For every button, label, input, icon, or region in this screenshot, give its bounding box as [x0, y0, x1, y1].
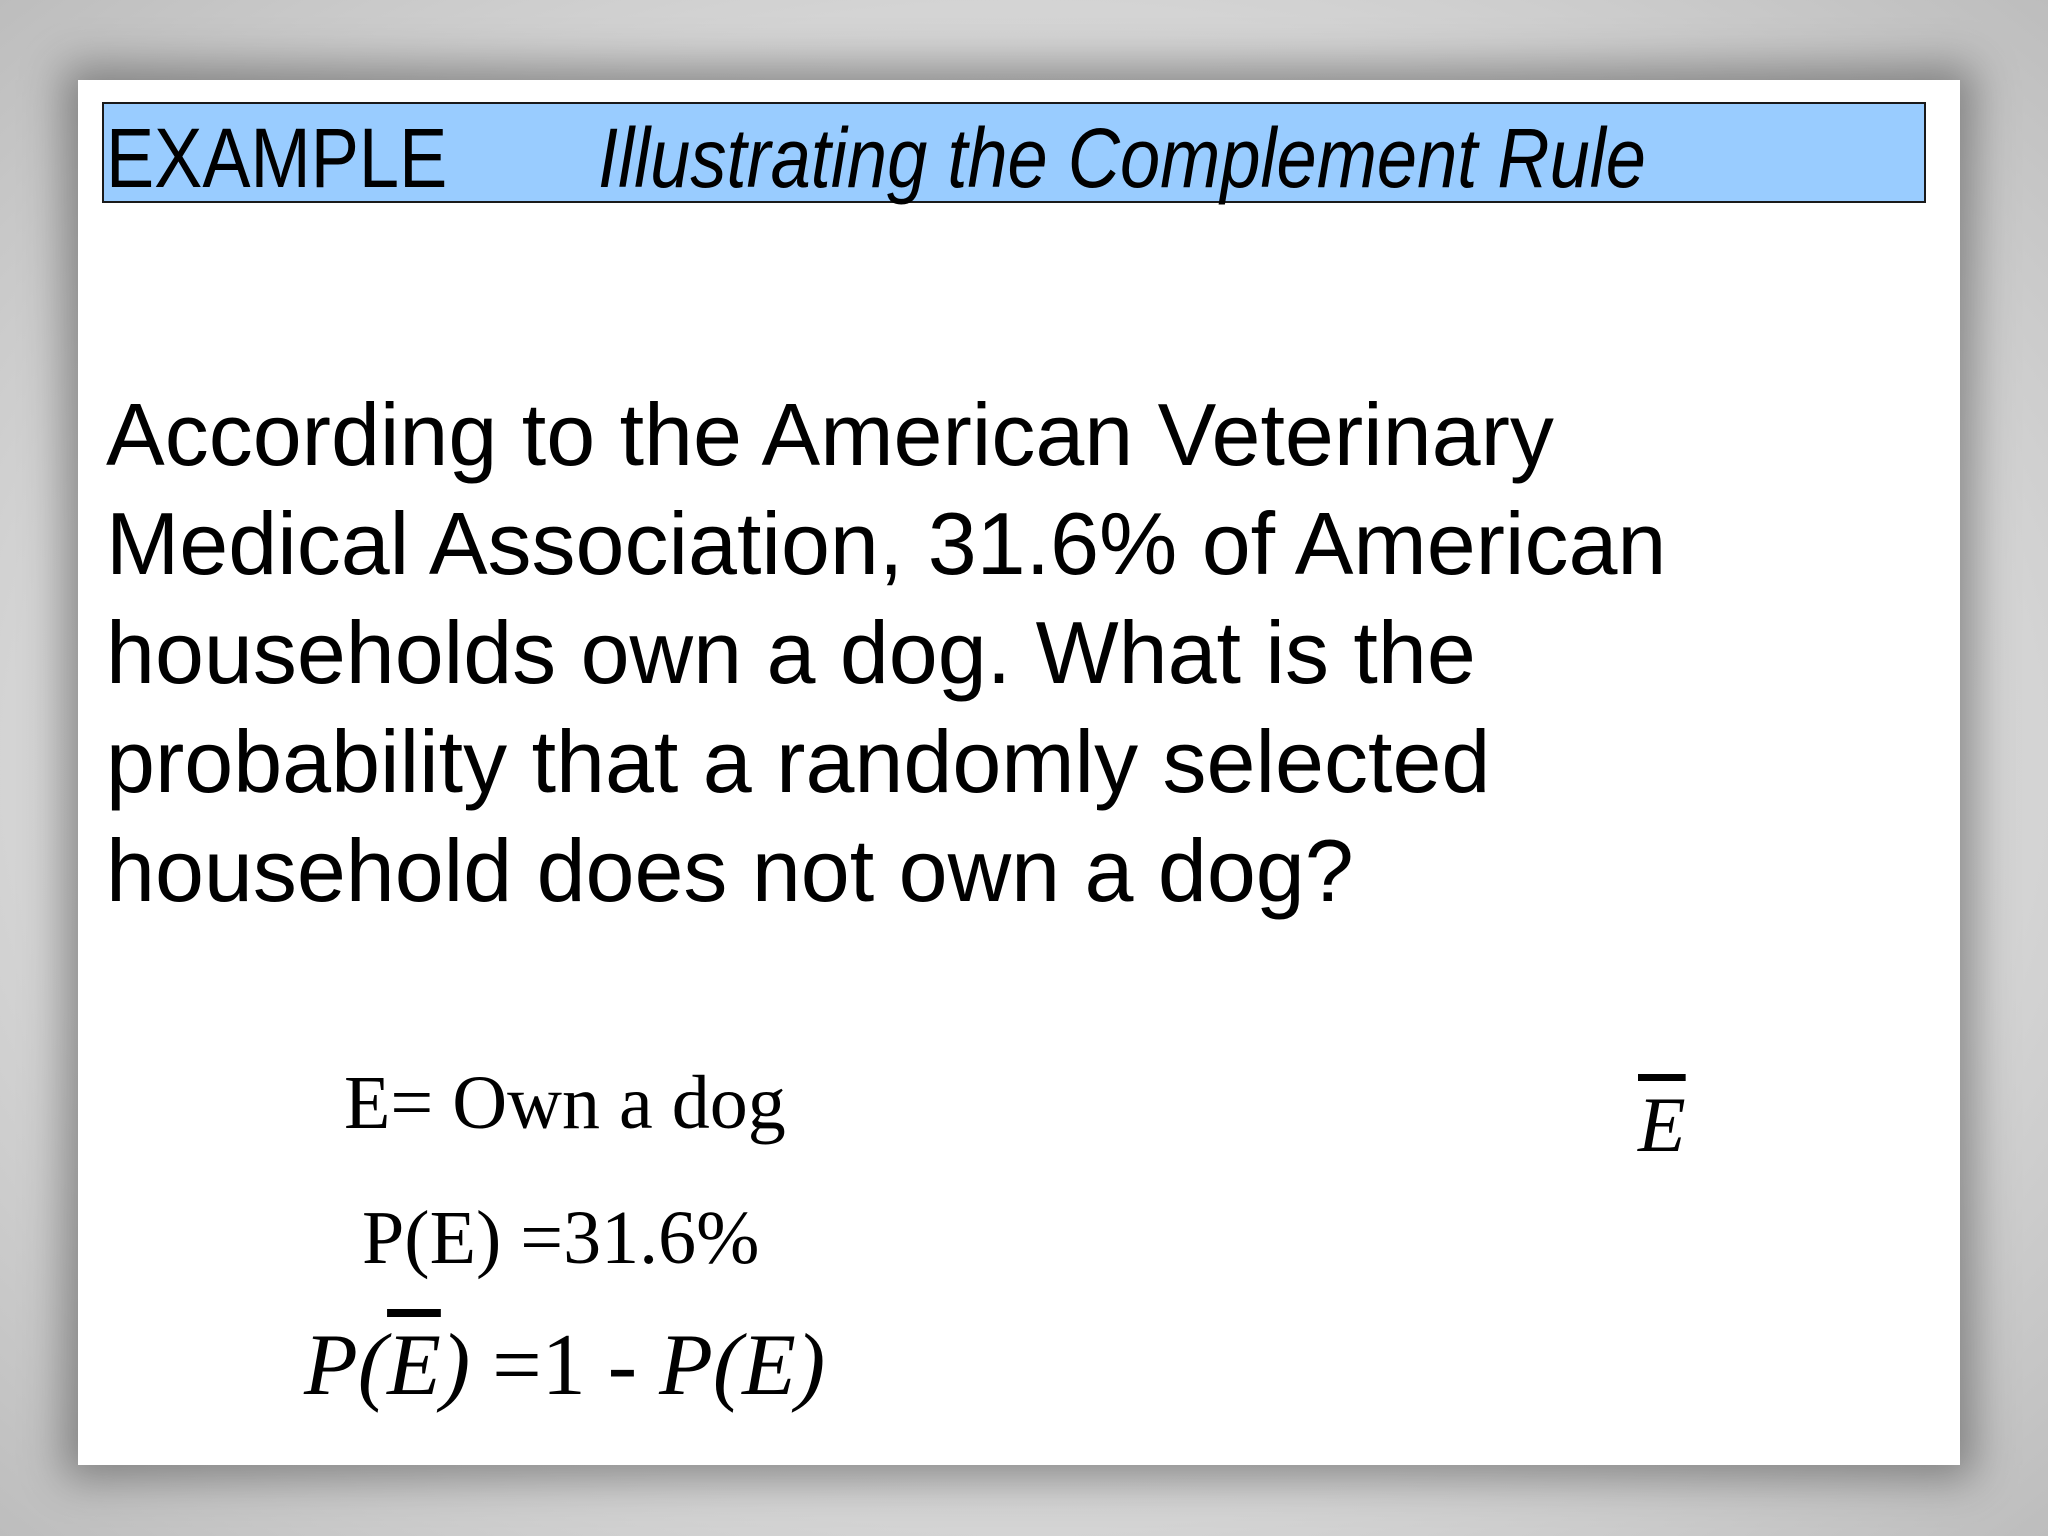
rule-rhs: P(E): [659, 1317, 826, 1414]
slide: EXAMPLE Illustrating the Complement Rule…: [78, 80, 1960, 1465]
complement-rule-equation: P(E) =1 - P(E): [304, 1315, 825, 1416]
stray-e-bar-symbol: E: [1638, 1081, 1686, 1168]
rule-equals-one-minus: =1 -: [470, 1317, 660, 1414]
event-definition: E= Own a dog: [344, 1061, 786, 1145]
problem-line: households own a dog. What is the: [106, 603, 1476, 702]
rule-lhs-close: ): [440, 1317, 471, 1414]
rule-lhs-p: P(: [304, 1317, 388, 1414]
title-label: EXAMPLE: [106, 111, 448, 205]
problem-line: Medical Association, 31.6% of American: [106, 494, 1667, 593]
problem-text: According to the American Veterinary Med…: [106, 380, 1906, 925]
title-text: Illustrating the Complement Rule: [598, 111, 1646, 205]
given-probability: P(E) =31.6%: [362, 1196, 760, 1280]
problem-line: probability that a randomly selected: [106, 712, 1491, 811]
problem-line: According to the American Veterinary: [106, 385, 1554, 484]
rule-e-bar: E: [387, 1317, 441, 1414]
title-bar: EXAMPLE Illustrating the Complement Rule: [102, 102, 1926, 205]
problem-line: household does not own a dog?: [106, 821, 1354, 920]
